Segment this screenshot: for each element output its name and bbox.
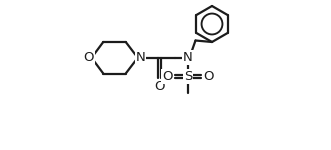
Text: S: S xyxy=(184,70,192,83)
Text: N: N xyxy=(183,51,193,64)
Text: O: O xyxy=(84,51,94,64)
Text: N: N xyxy=(136,51,145,64)
Text: O: O xyxy=(154,80,165,93)
Text: O: O xyxy=(203,70,213,83)
Text: O: O xyxy=(163,70,173,83)
